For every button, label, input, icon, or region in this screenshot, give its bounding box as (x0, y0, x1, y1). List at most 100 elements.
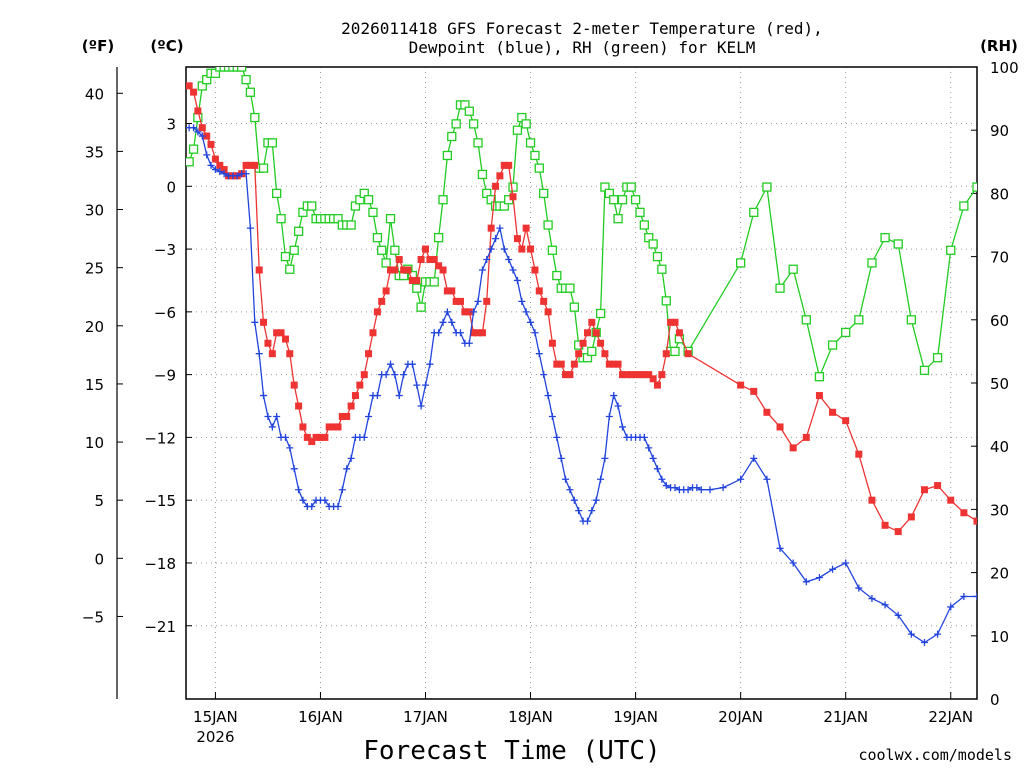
x-tick-label: 21JAN (823, 708, 868, 726)
rh-point (639, 220, 649, 230)
temperature-point (776, 423, 784, 431)
temperature-point (286, 350, 294, 358)
dewpoint-point (763, 475, 771, 483)
rh-tick-label: 80 (990, 185, 1009, 203)
temperature-point (531, 266, 539, 274)
temperature-point (190, 88, 198, 96)
dewpoint-point (190, 124, 198, 132)
dewpoint-point (343, 465, 351, 473)
dewpoint-point (246, 224, 254, 232)
temperature-point (316, 433, 324, 441)
dewpoint-point (605, 412, 613, 420)
rh-point (241, 74, 251, 85)
dewpoint-point (198, 132, 206, 140)
temperature-point (500, 161, 508, 169)
temperature-point (426, 256, 434, 264)
rh-point (363, 195, 374, 205)
temperature-point (750, 387, 758, 395)
series-layer (186, 67, 977, 646)
rh-point (521, 119, 531, 129)
rh-point (442, 150, 453, 161)
temperature-point (413, 276, 421, 284)
rh-point (267, 138, 277, 148)
temperature-point (518, 245, 526, 253)
dewpoint-point (308, 502, 316, 510)
temperature-point (960, 509, 968, 517)
dewpoint-point (360, 433, 368, 441)
temperature-point (763, 408, 771, 416)
dewpoint-point (373, 392, 381, 400)
temperature-point (868, 496, 876, 504)
temperature-point (492, 182, 500, 190)
dewpoint-point (439, 318, 447, 326)
temperature-point (815, 392, 823, 400)
temperature-point (553, 360, 561, 368)
rh-point (906, 315, 916, 325)
dewpoint-point (207, 161, 215, 169)
temperature-point (461, 308, 469, 316)
rh-point (438, 195, 448, 205)
rh-point (648, 239, 658, 249)
x-tick-label: 20JAN (718, 708, 763, 726)
dewpoint-point (242, 170, 250, 178)
dewpoint-point (614, 402, 622, 410)
dewpoint-point (548, 412, 556, 420)
dewpoint-point (597, 475, 605, 483)
temperature-point (548, 339, 556, 347)
temperature-point (186, 82, 193, 90)
dewpoint-point (255, 350, 263, 358)
dewpoint-point (544, 392, 552, 400)
temperature-point (430, 256, 438, 264)
rh-point (293, 226, 304, 236)
dewpoint-point (500, 245, 508, 253)
rh-point (412, 283, 422, 293)
dewpoint-point (706, 486, 714, 494)
temperature-point (597, 339, 605, 347)
rh-point (464, 106, 474, 116)
rh-point (468, 119, 479, 129)
x-tick-label: 22JAN (928, 708, 973, 726)
temperature-point (295, 402, 303, 410)
rh-point (416, 302, 426, 312)
temperature-point (404, 266, 412, 274)
rh-point (635, 207, 645, 218)
rh-point (565, 283, 575, 293)
dewpoint-point (566, 486, 574, 494)
celsius-tick-label: −12 (144, 429, 176, 447)
rh-point (867, 258, 877, 268)
dewpoint-point (347, 454, 355, 462)
temperature-point (675, 329, 683, 337)
x-tick-sublabel: 2026 (196, 728, 234, 746)
temperature-point (387, 266, 395, 274)
temperature-point (605, 360, 613, 368)
temperature-point (557, 360, 565, 368)
temperature-point (330, 423, 338, 431)
rh-point (814, 372, 825, 382)
dewpoint-point (920, 638, 928, 646)
temperature-point (198, 124, 206, 132)
rh-point (368, 207, 378, 218)
temperature-point (343, 412, 351, 420)
dewpoint-point (592, 496, 600, 504)
rh-point (250, 112, 260, 123)
dewpoint-point (492, 235, 500, 243)
temperature-point (395, 256, 403, 264)
rh-point (893, 239, 903, 249)
temperature-point (737, 381, 745, 389)
dewpoint-point (273, 412, 281, 420)
dewpoint-point (365, 412, 373, 420)
celsius-tick-label: 3 (166, 116, 176, 134)
rh-point (775, 283, 785, 293)
temperature-point (242, 161, 250, 169)
dewpoint-point (483, 256, 491, 264)
temperature-point (439, 266, 447, 274)
dewpoint-point (684, 486, 692, 494)
dewpoint-point (382, 371, 390, 379)
temperature-point (623, 371, 631, 379)
dewpoint-point (575, 507, 583, 515)
temperature-point (658, 371, 666, 379)
rh-point (447, 131, 457, 142)
temperature-point (290, 381, 298, 389)
dewpoint-point (286, 444, 294, 452)
temperature-point (601, 350, 609, 358)
